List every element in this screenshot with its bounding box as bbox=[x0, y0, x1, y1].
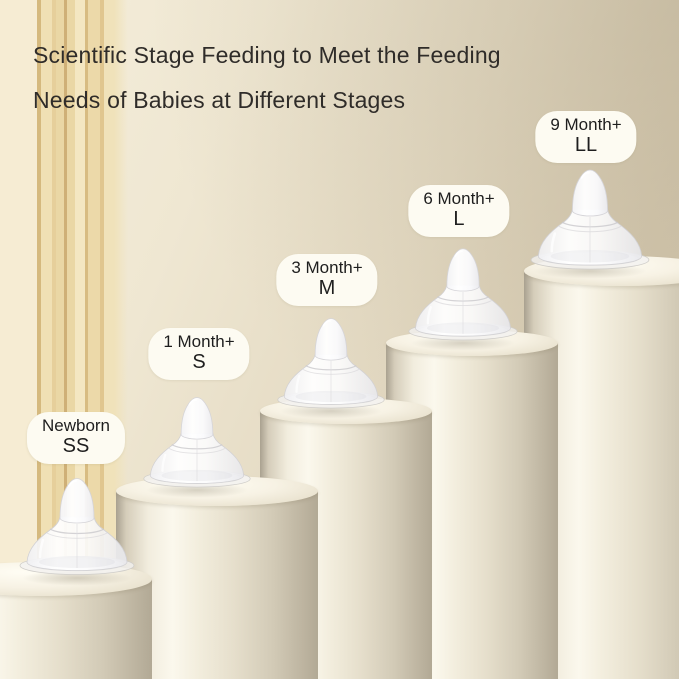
stage-label-pill: 1 Month+ S bbox=[148, 328, 250, 380]
title-line-1: Scientific Stage Feeding to Meet the Fee… bbox=[33, 42, 501, 68]
title-line-2: Needs of Babies at Different Stages bbox=[33, 87, 406, 113]
page-title: Scientific Stage Feeding to Meet the Fee… bbox=[33, 33, 501, 123]
nipple-teat bbox=[180, 397, 214, 440]
stage-age-label: 1 Month+ bbox=[163, 332, 235, 351]
nipple-skirt-highlight bbox=[38, 538, 45, 559]
nipple-skirt-highlight bbox=[161, 453, 167, 472]
stage-size-label: M bbox=[318, 277, 336, 299]
stage-size-label: S bbox=[192, 351, 206, 373]
bottle-nipple-illustration bbox=[277, 318, 385, 409]
bottle-nipple-illustration bbox=[19, 478, 135, 575]
stage-label-pill: 3 Month+ M bbox=[276, 254, 378, 306]
nipple-teat bbox=[446, 248, 480, 292]
nipple-skirt-highlight bbox=[426, 306, 432, 325]
nipple-teat-highlight bbox=[322, 319, 331, 327]
stage-size-label: LL bbox=[574, 134, 598, 156]
nipple-skirt-highlight bbox=[550, 232, 557, 253]
stage-age-label: 9 Month+ bbox=[550, 115, 622, 134]
nipple-teat-highlight bbox=[580, 171, 590, 179]
stage-size-label: SS bbox=[62, 435, 90, 457]
stage-age-label: 3 Month+ bbox=[291, 258, 363, 277]
nipple-teat-highlight bbox=[68, 480, 77, 487]
nipple-teat bbox=[572, 169, 608, 217]
bottle-nipple-illustration bbox=[530, 169, 650, 270]
nipple-skirt-highlight bbox=[295, 374, 301, 393]
bottle-nipple-illustration bbox=[408, 248, 518, 341]
bottle-nipple-illustration bbox=[143, 397, 251, 488]
nipple-teat bbox=[314, 318, 348, 361]
nipple-contact-shadow bbox=[20, 570, 134, 586]
stage-age-label: Newborn bbox=[41, 416, 111, 435]
stage-label-pill: 6 Month+ L bbox=[408, 185, 510, 237]
stage-age-label: 6 Month+ bbox=[423, 189, 495, 208]
nipple-teat bbox=[59, 478, 95, 524]
stage-label-pill: Newborn SS bbox=[26, 412, 126, 464]
stage-size-label: L bbox=[453, 208, 465, 230]
nipple-teat-highlight bbox=[454, 250, 463, 257]
stage-label-pill: 9 Month+ LL bbox=[535, 111, 637, 163]
nipple-teat-highlight bbox=[188, 398, 197, 406]
